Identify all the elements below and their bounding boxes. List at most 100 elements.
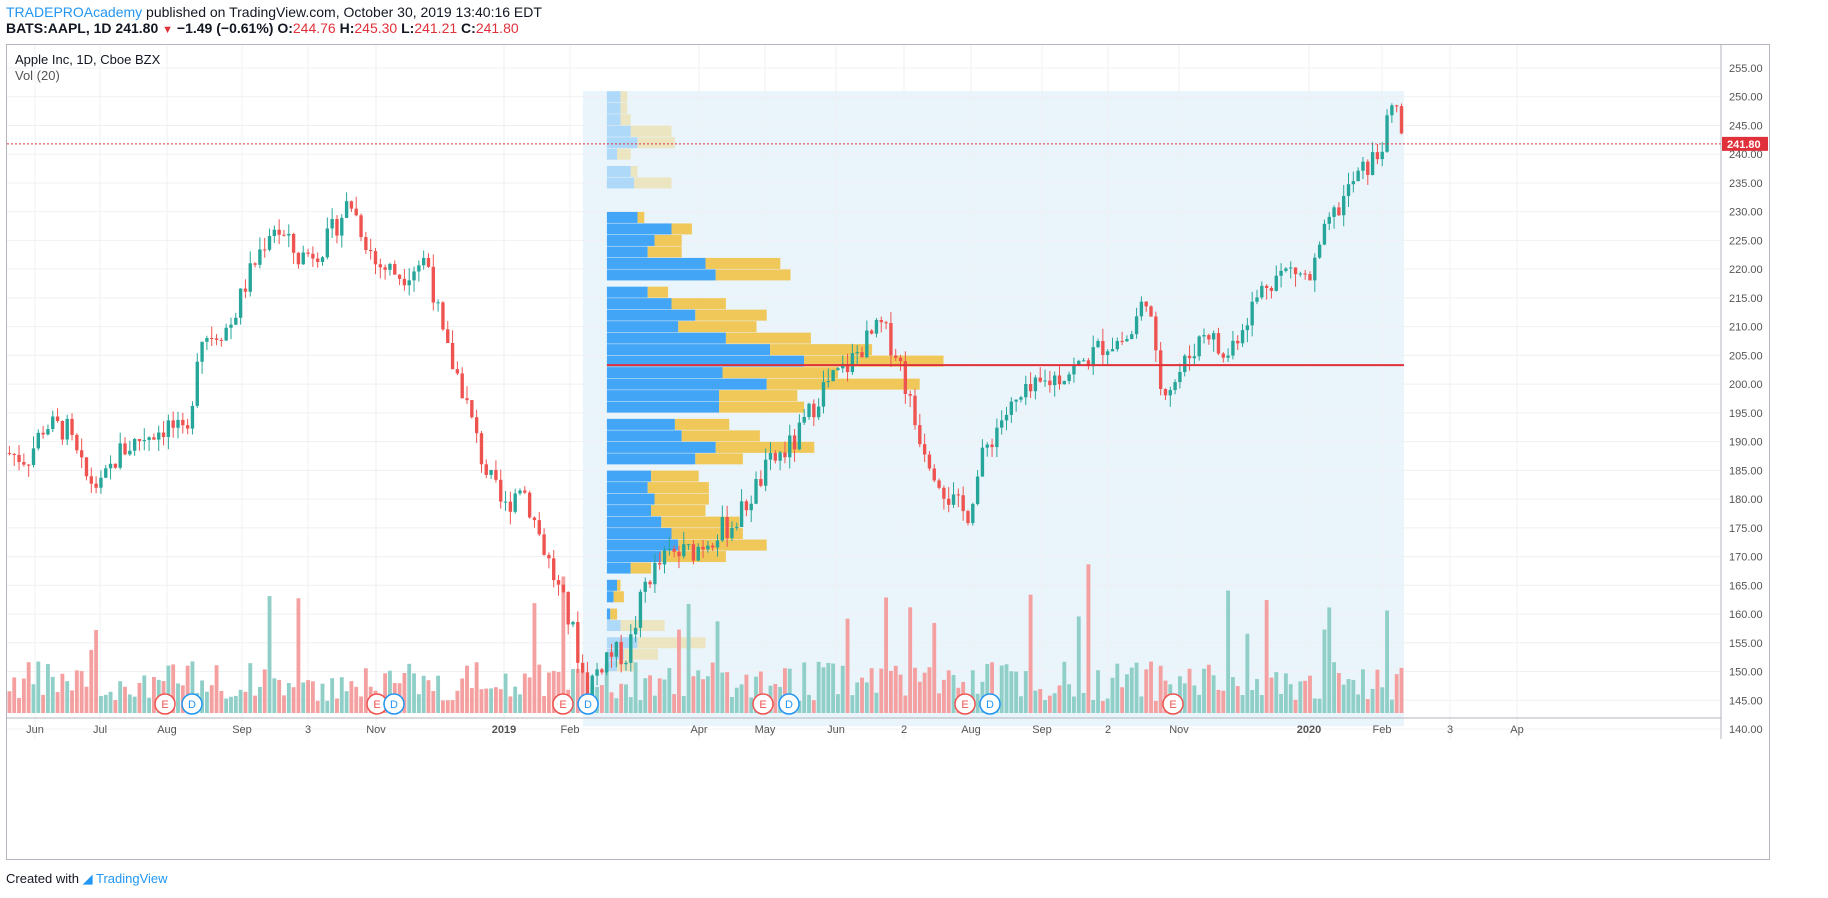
- candle-body-164: [797, 422, 802, 450]
- price-chart[interactable]: 140.00 145.00 150.00 155.00 160.00 165.00 170.…: [7, 45, 1769, 859]
- time-tick-label-12: Aug: [961, 724, 981, 736]
- candle-body-167: [812, 403, 816, 418]
- candle-body-45: [224, 327, 228, 341]
- volume-bar-21: [108, 691, 113, 713]
- candle-body-257: [1245, 325, 1250, 331]
- vp-buy-bar-13: [606, 493, 655, 505]
- volume-bar-16: [84, 686, 89, 713]
- candle-body-91: [446, 329, 450, 343]
- candle-body-72: [354, 208, 358, 216]
- candle-body-57: [282, 234, 286, 236]
- candle-body-140: [682, 544, 686, 557]
- candle-body-272: [1317, 244, 1322, 258]
- candle-body-40: [200, 341, 204, 362]
- chart-frame[interactable]: 140.00 145.00 150.00 155.00 160.00 165.00 170.…: [6, 44, 1770, 860]
- candle-body-119: [580, 662, 585, 673]
- volume-bar-69: [339, 677, 344, 713]
- candle-body-268: [1298, 273, 1303, 275]
- candle-body-170: [826, 381, 830, 383]
- vp-buy-bar-37: [606, 177, 635, 189]
- volume-bar-78: [383, 673, 388, 713]
- vp-sell-bar-3: [620, 620, 665, 632]
- candle-body-191: [927, 454, 932, 469]
- candle-body-105: [513, 493, 517, 512]
- volume-bar-65: [320, 683, 325, 713]
- candle-body-115: [561, 584, 566, 592]
- candle-body-43: [214, 338, 219, 340]
- volume-bar-191: [927, 667, 932, 713]
- volume-bar-278: [1346, 679, 1351, 713]
- publisher-link[interactable]: TRADEPROAcademy: [6, 4, 143, 20]
- volume-bar-150: [730, 696, 734, 713]
- high-value: 245.30: [354, 20, 398, 36]
- candle-body-23: [118, 443, 122, 468]
- candle-body-165: [802, 416, 806, 423]
- candle-body-135: [658, 562, 662, 565]
- candle-body-163: [792, 435, 797, 450]
- volume-bar-17: [89, 649, 94, 713]
- vp-sell-bar-6: [617, 579, 621, 591]
- volume-bar-287: [1389, 699, 1394, 713]
- candle-body-4: [26, 464, 31, 466]
- vp-sell-bar-24: [804, 355, 944, 367]
- candle-body-9: [51, 416, 55, 430]
- candle-body-86: [421, 257, 426, 266]
- candle-body-55: [272, 229, 277, 237]
- candle-body-148: [720, 517, 725, 541]
- volume-bar-109: [532, 603, 537, 713]
- volume-bar-26: [132, 696, 137, 713]
- candle-body-281: [1361, 161, 1365, 171]
- tradingview-link[interactable]: TradingView: [96, 871, 168, 886]
- volume-bar-110: [537, 664, 542, 713]
- candle-body-243: [1178, 371, 1182, 383]
- candle-body-128: [624, 662, 628, 665]
- vp-sell-bar-29: [671, 298, 726, 310]
- candle-body-168: [816, 406, 821, 418]
- volume-bar-223: [1081, 692, 1086, 713]
- vp-buy-bar-9: [606, 539, 679, 551]
- vp-sell-bar-35: [671, 223, 692, 235]
- candle-body-111: [542, 534, 546, 555]
- volume-bar-153: [744, 674, 749, 713]
- candle-body-60: [296, 252, 301, 265]
- volume-bar-126: [614, 698, 619, 713]
- candle-body-277: [1342, 196, 1346, 216]
- candle-body-47: [234, 317, 238, 325]
- volume-bar-237: [1149, 661, 1153, 713]
- vp-sell-bar-23: [722, 367, 839, 379]
- vp-buy-bar-3: [606, 620, 621, 632]
- candle-body-42: [210, 338, 214, 340]
- candle-body-28: [142, 439, 146, 442]
- volume-bar-168: [816, 661, 821, 713]
- volume-bar-247: [1197, 694, 1202, 713]
- volume-bar-4: [26, 662, 31, 713]
- vp-sell-bar-7: [630, 562, 652, 574]
- candle-body-169: [821, 382, 826, 407]
- vp-buy-bar-35: [606, 223, 672, 235]
- vp-sell-bar-27: [678, 321, 757, 333]
- dividend-marker-1: [181, 693, 203, 715]
- vp-buy-bar-21: [606, 390, 720, 402]
- volume-bar-138: [672, 694, 677, 713]
- vp-buy-bar-15: [606, 470, 652, 482]
- volume-bar-270: [1308, 675, 1312, 713]
- volume-bar-128: [624, 684, 628, 713]
- candle-body-37: [185, 425, 190, 429]
- candle-body-218: [1057, 375, 1062, 385]
- candle-body-227: [1101, 341, 1105, 356]
- volume-bar-206: [999, 665, 1004, 713]
- volume-bar-236: [1144, 669, 1149, 713]
- volume-bar-119: [580, 671, 585, 713]
- volume-bar-238: [1153, 700, 1158, 713]
- candle-body-30: [152, 437, 156, 440]
- volume-bar-151: [734, 687, 739, 713]
- time-tick-label-14: 2: [1105, 724, 1111, 736]
- candle-body-171: [831, 370, 835, 382]
- candle-body-35: [176, 419, 180, 428]
- volume-bar-53: [262, 669, 267, 713]
- volume-bar-147: [715, 621, 720, 713]
- down-triangle-icon: ▼: [162, 24, 174, 36]
- vp-sell-bar-2: [637, 637, 706, 649]
- volume-bar-256: [1240, 695, 1245, 713]
- candle-body-202: [980, 447, 985, 477]
